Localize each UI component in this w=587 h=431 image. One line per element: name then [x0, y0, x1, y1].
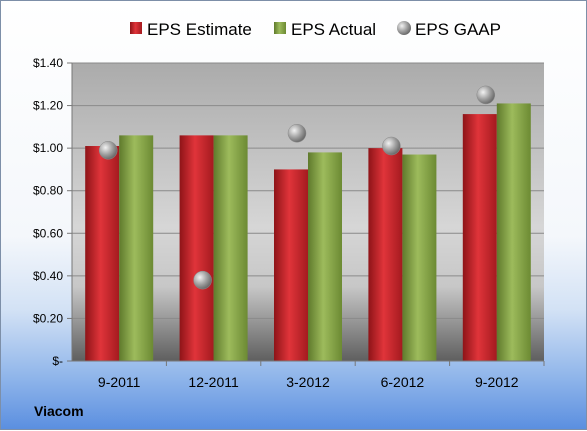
x-tick-label: 3-2012 [286, 374, 330, 390]
eps-gaap-point [476, 85, 496, 105]
legend-swatch-actual [274, 22, 286, 34]
x-tick-label: 9-2012 [475, 374, 519, 390]
y-tick-label: $1.20 [33, 99, 63, 113]
eps-actual-bar [402, 154, 437, 361]
y-tick-label: $1.00 [33, 141, 63, 155]
eps-gaap-point [193, 270, 212, 290]
y-tick-label: $1.40 [33, 56, 63, 70]
x-tick-label: 12-2011 [188, 374, 239, 390]
eps-gaap-point [98, 141, 118, 160]
y-tick-label: $0.20 [33, 311, 63, 325]
bars [85, 103, 531, 361]
eps-estimate-bar [368, 148, 403, 361]
legend-label-actual: EPS Actual [291, 20, 376, 39]
legend-label-gaap: EPS GAAP [415, 20, 501, 39]
company-name: Viacom [34, 403, 84, 419]
x-axis: 9-2011 12-2011 3-2012 6-2012 9-2012 [72, 360, 545, 390]
eps-actual-bar [213, 135, 248, 361]
eps-actual-bar [496, 103, 531, 361]
eps-actual-bar [308, 152, 342, 361]
eps-gaap-point [382, 136, 401, 156]
eps-gaap-point [287, 123, 307, 143]
legend-swatch-estimate [130, 22, 142, 34]
gaap-points [98, 85, 496, 290]
eps-estimate-bar [85, 146, 120, 361]
x-tick-label: 9-2011 [98, 374, 141, 390]
eps-actual-bar [119, 135, 154, 361]
eps-estimate-bar [462, 114, 497, 361]
legend: EPS Estimate EPS Actual EPS GAAP [130, 20, 501, 39]
y-tick-label: $0.60 [33, 226, 63, 240]
y-tick-label: $0.40 [33, 269, 63, 283]
eps-estimate-bar [274, 169, 308, 361]
eps-estimate-bar [179, 135, 214, 361]
y-axis: $- $0.20 $0.40 $0.60 $0.80 $1.00 $1.20 $1.40 [33, 56, 73, 368]
legend-label-estimate: EPS Estimate [147, 20, 252, 39]
x-tick-label: 6-2012 [381, 374, 425, 390]
legend-swatch-gaap [397, 21, 411, 35]
y-tick-label: $- [52, 354, 63, 368]
y-tick-label: $0.80 [33, 184, 63, 198]
